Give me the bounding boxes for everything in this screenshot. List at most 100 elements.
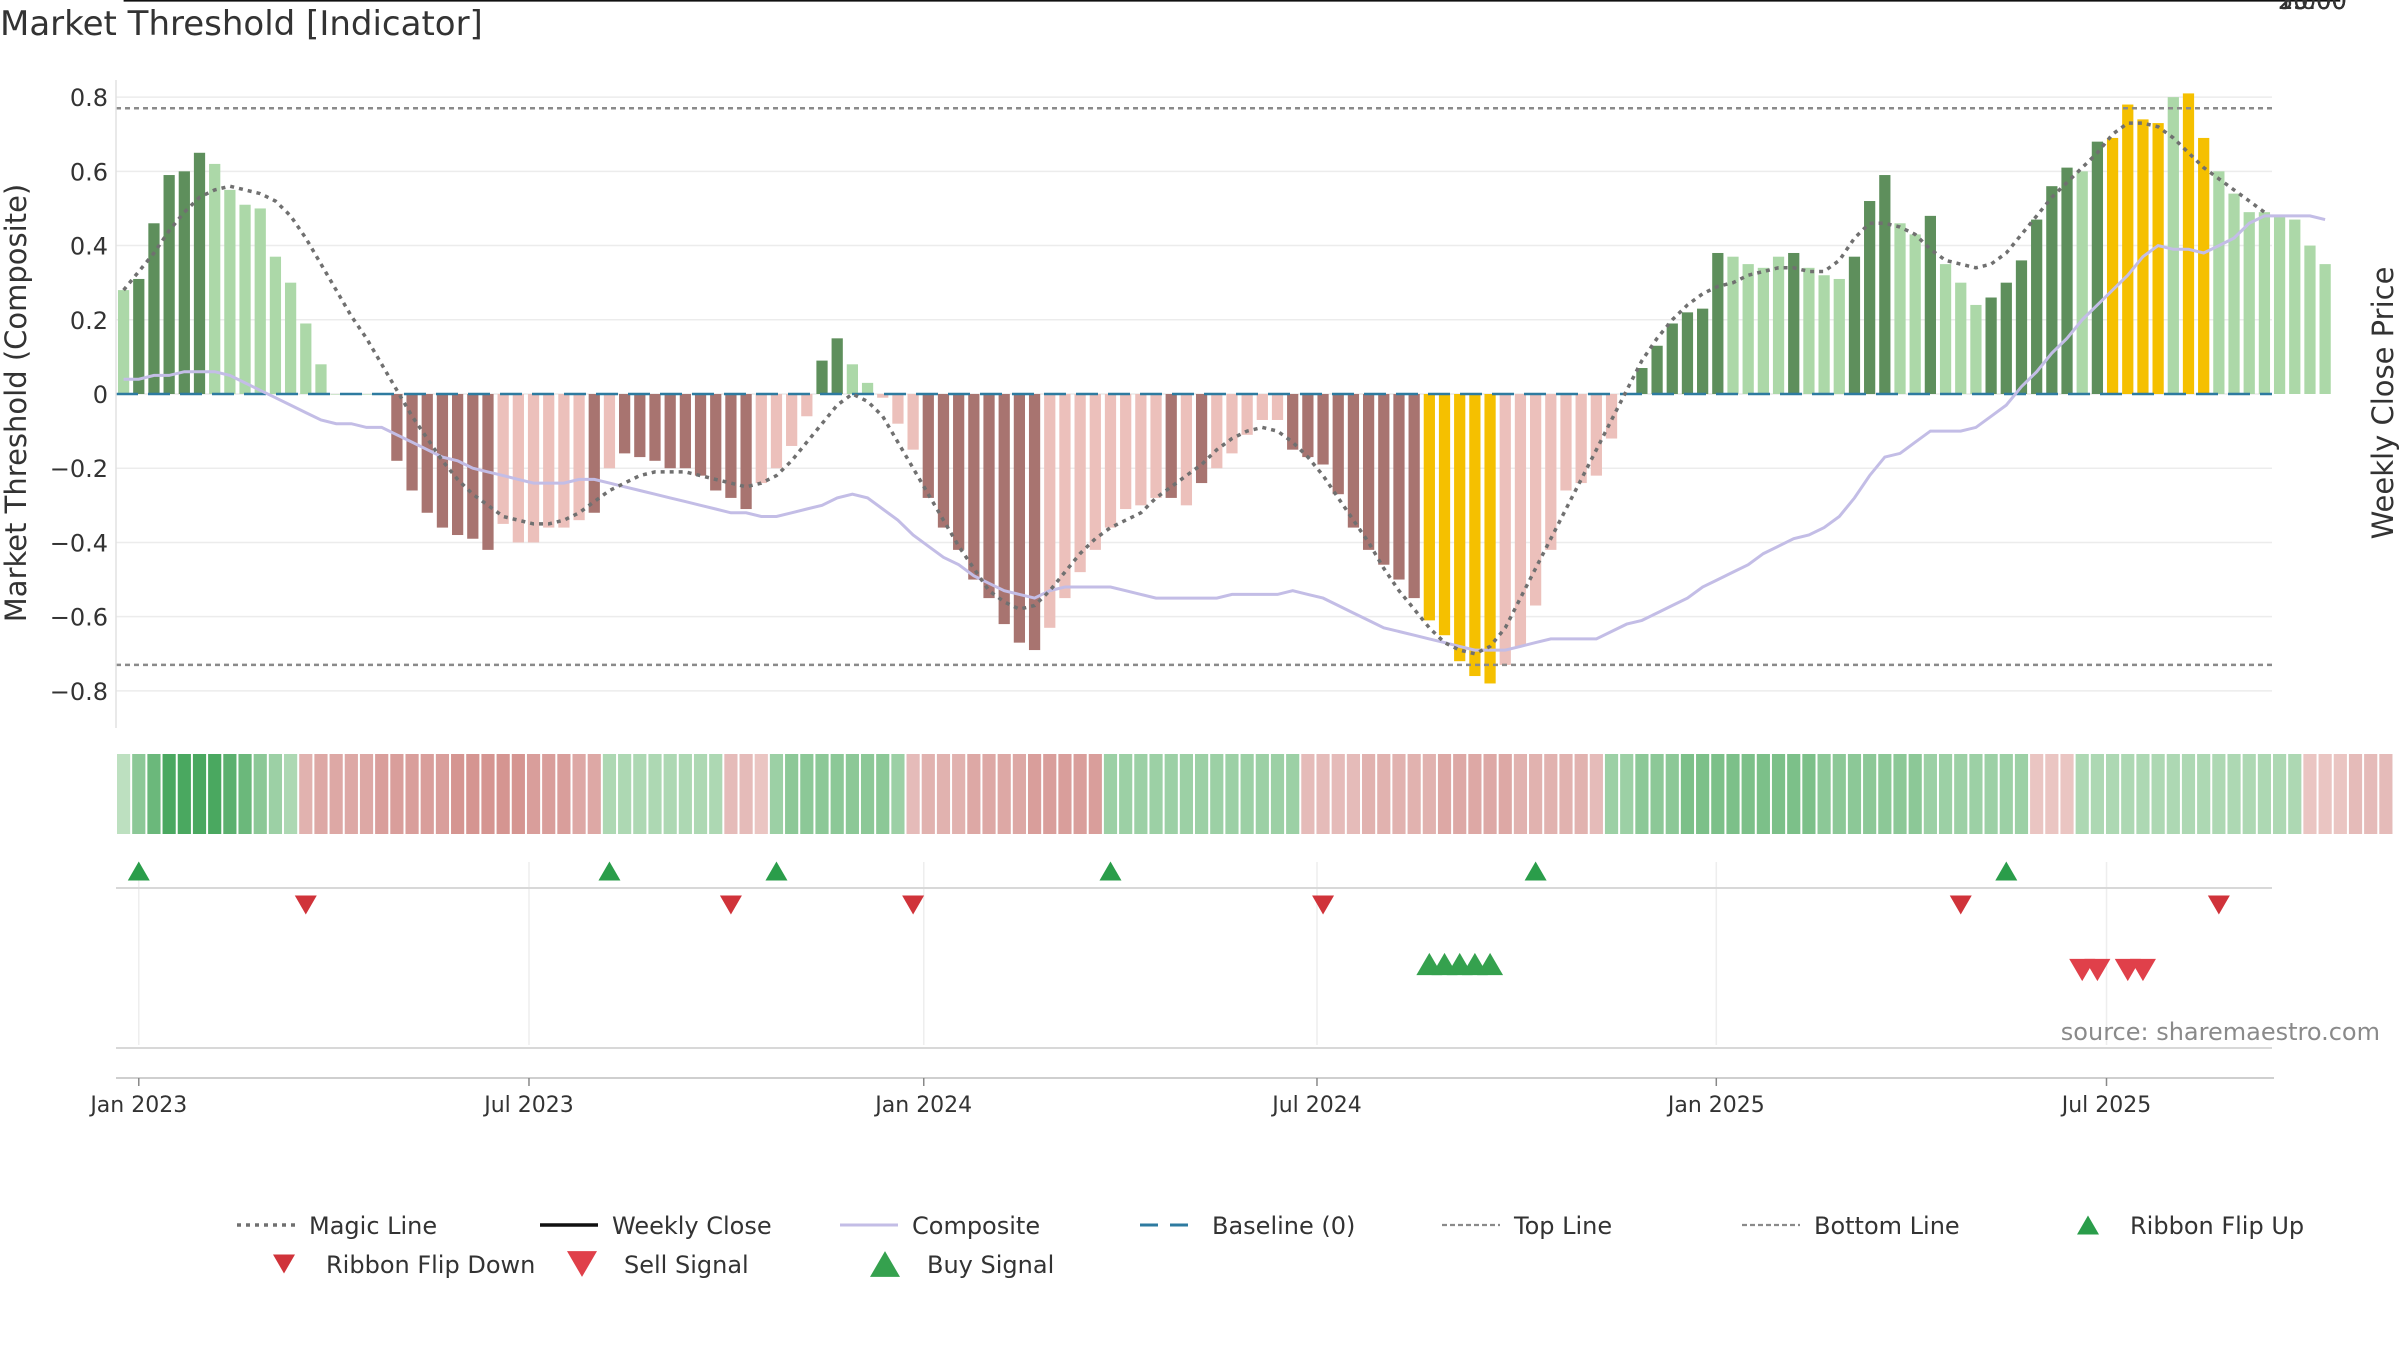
- composite-bar: [1970, 304, 1982, 394]
- legend-item: Weekly Close: [540, 1212, 772, 1240]
- composite-bar: [436, 394, 449, 528]
- signal-markers: [127, 861, 2230, 982]
- composite-bar: [1757, 267, 1769, 394]
- legend-item: Bottom Line: [1742, 1212, 1960, 1240]
- ribbon-cell: [618, 754, 632, 834]
- composite-bar: [527, 394, 540, 543]
- composite-bar: [1226, 394, 1238, 454]
- composite-bar: [892, 394, 904, 424]
- ribbon-cell: [2303, 754, 2317, 834]
- ribbon-cell: [1392, 754, 1406, 834]
- composite-bar: [740, 394, 752, 510]
- ribbon-flip-up-marker: [1995, 861, 2018, 881]
- composite-bar: [512, 394, 524, 543]
- composite-bar: [1955, 282, 1967, 394]
- ribbon-cell: [1362, 754, 1376, 834]
- composite-bar: [1803, 267, 1815, 394]
- legend-item: Composite: [840, 1212, 1040, 1240]
- composite-bar: [2258, 212, 2271, 394]
- composite-bar: [1256, 394, 1268, 420]
- legend-item: Sell Signal: [567, 1251, 749, 1279]
- composite-bar: [846, 364, 858, 394]
- ribbon-cell: [496, 754, 510, 834]
- composite-bar: [1712, 252, 1724, 394]
- composite-bar: [2046, 186, 2058, 394]
- ribbon-cell: [1696, 754, 1710, 834]
- ribbon-cell: [2151, 754, 2165, 834]
- composite-bar: [831, 338, 843, 394]
- legend-label: Bottom Line: [1814, 1212, 1960, 1240]
- ribbon-cell: [800, 754, 814, 834]
- ribbon-cell: [2212, 754, 2226, 834]
- composite-bar: [1848, 256, 1861, 394]
- composite-bar: [1681, 312, 1694, 394]
- x-tick-label: Jan 2025: [1666, 1093, 1765, 1118]
- ribbon-cell: [1787, 754, 1801, 834]
- composite-bar: [2213, 171, 2225, 394]
- ribbon-cell: [2136, 754, 2150, 834]
- ribbon-cell: [253, 754, 267, 834]
- y-axis-label: Market Threshold (Composite): [0, 184, 33, 622]
- legend-item: Buy Signal: [870, 1251, 1054, 1279]
- composite-line: [123, 214, 2326, 652]
- ribbon-cell: [2257, 754, 2271, 834]
- composite-bar: [1180, 394, 1193, 506]
- ribbon-cell: [693, 754, 708, 834]
- ribbon-cell: [602, 754, 617, 834]
- composite-bar: [1211, 394, 1223, 469]
- ribbon-cell: [1938, 754, 1953, 834]
- composite-bar: [148, 223, 160, 394]
- ribbon-flip-up-marker: [1524, 861, 1547, 881]
- axes: 0.8 0.6 0.4 0.2 0 −0.2 −0.4 −0.6 −0.8 25.0020.001…: [50, 0, 2347, 1118]
- ribbon-cell: [1741, 754, 1755, 834]
- ribbon-cell: [1255, 754, 1269, 834]
- composite-bar: [2167, 97, 2179, 394]
- composite-bar: [421, 394, 433, 513]
- y2-tick-label: 20.00: [2278, 0, 2347, 15]
- composite-bar: [1666, 323, 1678, 394]
- ribbon-cell: [1422, 754, 1436, 834]
- ribbon-cell: [860, 754, 875, 834]
- ribbon-cell: [2227, 754, 2241, 834]
- ribbon-cell: [2060, 754, 2074, 834]
- ribbon-strip: [117, 754, 2393, 834]
- ribbon-cell: [2030, 754, 2044, 834]
- ribbon-cell: [1058, 754, 1072, 834]
- source-credit: source: sharemaestro.com: [2061, 1018, 2380, 1046]
- y-tick-label: 0.4: [70, 233, 108, 261]
- composite-bar: [1150, 394, 1162, 498]
- composite-bar: [1499, 394, 1511, 665]
- ribbon-cell: [557, 754, 571, 834]
- composite-bar: [1788, 252, 1800, 394]
- ribbon-cell: [891, 754, 905, 834]
- ribbon-cell: [830, 754, 844, 834]
- composite-bar: [664, 394, 676, 469]
- ribbon-cell: [2348, 754, 2363, 834]
- y-tick-label: 0.8: [70, 84, 108, 112]
- composite-bar: [1469, 394, 1481, 677]
- composite-bar: [1590, 394, 1602, 476]
- composite-bar: [1894, 223, 1906, 394]
- ribbon-cell: [2364, 754, 2378, 834]
- ribbon-cell: [906, 754, 920, 834]
- x-tick-label: Jul 2023: [482, 1093, 574, 1118]
- composite-bar: [1120, 394, 1132, 510]
- composite-bar: [2182, 93, 2195, 395]
- composite-bar: [710, 394, 722, 491]
- ribbon-cell: [1240, 754, 1254, 834]
- composite-bar: [1317, 394, 1329, 465]
- composite-bar: [1089, 394, 1101, 550]
- composite-bar: [2031, 219, 2043, 394]
- composite-bar: [2000, 282, 2012, 394]
- composite-bar: [1059, 394, 1071, 599]
- y2-tick-label: 10.00: [2278, 0, 2347, 15]
- ribbon-cell: [1680, 754, 1695, 834]
- ribbon-flip-down-marker: [2207, 895, 2230, 915]
- composite-bar: [1560, 394, 1572, 491]
- composite-bar: [603, 394, 616, 469]
- composite-bar: [1484, 394, 1496, 684]
- ribbon-cell: [1984, 754, 1998, 834]
- ribbon-cell: [359, 754, 374, 834]
- ribbon-cell: [420, 754, 434, 834]
- ribbon-cell: [284, 754, 298, 834]
